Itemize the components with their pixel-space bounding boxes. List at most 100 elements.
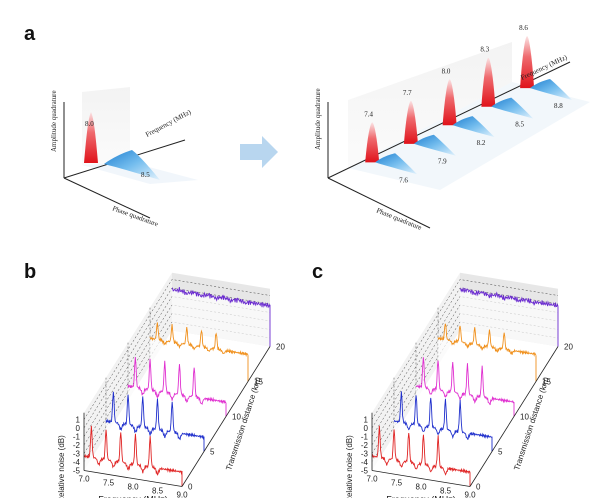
y-axis-title: Relative noise (dB)	[345, 435, 354, 498]
panel-a-right: 7.4 7.7 8.0 8.3 8.6 7.6 7.9 8.2 8.5 8.8 Amplitud…	[314, 24, 590, 232]
phase-label: Phase quadrature	[111, 204, 159, 228]
trace-fill	[394, 391, 492, 452]
y-tick-label: -5	[73, 467, 81, 476]
noise-trace	[171, 287, 271, 309]
panel-b-label: b	[24, 261, 36, 283]
peak-label: 8.6	[519, 24, 528, 32]
trace-fill	[106, 391, 204, 452]
panel-c-label: c	[312, 261, 323, 283]
y-tick-label: -4	[361, 458, 369, 467]
z-tick-label: 20	[564, 343, 573, 352]
phase-label: Phase quadrature	[375, 206, 423, 231]
noise-trace	[149, 322, 249, 358]
grid-line	[83, 279, 271, 420]
grid-line	[371, 287, 559, 429]
z-tick-label: 5	[498, 448, 503, 457]
y-tick-label: -4	[73, 458, 81, 467]
x-tick-label: 8.5	[440, 487, 452, 496]
x-axis-title: Frequency (MHz)	[98, 495, 168, 498]
x-tick-label: 8.0	[415, 483, 427, 492]
x-tick-label: 7.5	[103, 479, 115, 488]
phase-peak	[452, 116, 495, 138]
x-tick-label: 7.0	[78, 475, 90, 484]
x-axis-title: Frequency (MHz)	[386, 495, 456, 498]
dip-label: 7.9	[438, 158, 447, 166]
z-tick-label: 10	[520, 413, 529, 422]
floor	[348, 82, 590, 190]
peak-series: 7.4 7.7 8.0 8.3 8.6	[364, 24, 535, 163]
x-tick-label: 9.0	[176, 491, 188, 498]
z-tick-label: 5	[210, 448, 215, 457]
y-tick-label: -5	[361, 467, 369, 476]
noise-trace	[437, 323, 537, 357]
z-tick-label: 15	[254, 378, 263, 387]
dip-label: 7.6	[399, 176, 408, 184]
phase-axis	[63, 177, 151, 219]
peak-label: 8.0	[442, 67, 451, 75]
noise-trace	[83, 425, 183, 476]
z-tick-label: 20	[276, 343, 285, 352]
amplitude-peak	[403, 100, 418, 144]
phase-peak	[104, 150, 160, 180]
amplitude-peak	[442, 79, 457, 126]
trace-fill	[172, 287, 270, 347]
noise-trace	[127, 356, 227, 406]
grid-line	[83, 287, 271, 429]
frequency-label: Frequency (MHz)	[144, 108, 193, 139]
trace-fill	[84, 425, 182, 487]
y-tick-label: 1	[76, 416, 81, 425]
x-tick-label: 7.5	[391, 479, 403, 488]
peak-label: 7.4	[364, 110, 373, 118]
y-tick-label: -3	[361, 450, 369, 459]
panel-a-left: 8.0 8.5 Amplitude quadrature Frequency (…	[50, 87, 198, 228]
noise-trace	[459, 286, 559, 308]
y-tick-label: -1	[361, 433, 369, 442]
amplitude-peak	[84, 112, 98, 163]
x-tick-label: 8.0	[127, 483, 139, 492]
panel-a-label: a	[24, 23, 36, 45]
y-tick-label: -3	[73, 450, 81, 459]
x-tick-label: 9.0	[464, 491, 476, 498]
z-axis-title: Transmission distance (km)	[224, 376, 263, 472]
y-tick-label: 0	[76, 424, 81, 433]
z-tick-label: 0	[188, 483, 193, 492]
panel-b-chart: 10-1-2-3-4-57.07.58.08.59.005101520Frequ…	[57, 272, 285, 498]
z-tick-label: 0	[476, 483, 481, 492]
x-axis	[371, 470, 471, 487]
noise-trace	[371, 425, 471, 476]
trace-fill	[150, 322, 248, 382]
y-axis-title: Relative noise (dB)	[57, 435, 66, 498]
y-tick-label: 1	[364, 416, 369, 425]
phase-peak	[491, 97, 534, 119]
x-tick-label: 8.5	[152, 487, 164, 496]
y-tick-label: 0	[364, 424, 369, 433]
phase-axis	[327, 177, 431, 229]
x-axis	[83, 470, 183, 487]
noise-trace	[415, 357, 515, 406]
noise-trace	[393, 391, 493, 440]
z-axis	[469, 346, 559, 487]
amplitude-peak	[365, 122, 380, 163]
phase-peak	[413, 134, 456, 156]
peak-label: 7.7	[403, 89, 412, 97]
dip-label: 8.5	[141, 171, 150, 179]
z-axis-title: Transmission distance (km)	[512, 376, 551, 472]
peak-label: 8.3	[480, 46, 489, 54]
trace-fill	[372, 425, 470, 487]
dip-series: 7.6 7.9 8.2 8.5 8.8	[375, 79, 573, 184]
trace-fill	[438, 323, 536, 382]
amplitude-label: Amplitude quadrature	[314, 88, 322, 150]
grid-line	[371, 279, 559, 420]
y-tick-label: -1	[73, 433, 81, 442]
back-wall	[348, 42, 512, 168]
amplitude-label: Amplitude quadrature	[50, 90, 58, 152]
z-tick-label: 15	[542, 378, 551, 387]
dip-label: 8.2	[477, 139, 486, 147]
amplitude-peak	[520, 36, 535, 89]
trace-fill	[128, 357, 226, 417]
panel-c-chart: 10-1-2-3-4-57.07.58.08.59.005101520Frequ…	[345, 272, 573, 498]
phase-peak	[530, 79, 573, 101]
y-tick-label: -2	[361, 441, 369, 450]
transition-arrow	[240, 136, 278, 168]
